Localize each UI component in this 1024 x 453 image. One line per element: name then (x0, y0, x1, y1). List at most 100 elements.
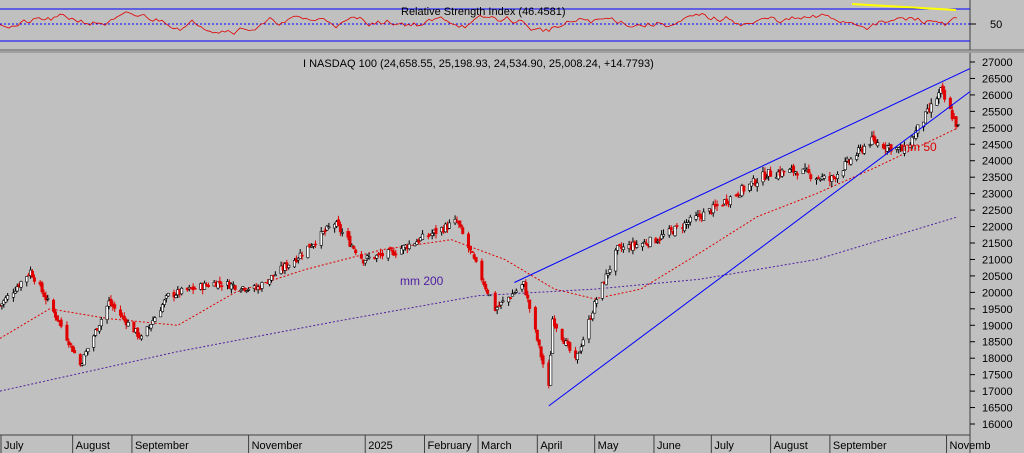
candle-body (484, 283, 488, 290)
candle-body (468, 245, 472, 251)
price-axis-label: 19500 (982, 304, 1013, 316)
candle-body (702, 211, 706, 221)
candle-body (497, 305, 501, 307)
date-axis-label: August (774, 440, 808, 452)
candle-body (501, 300, 505, 303)
candle-body (149, 324, 153, 329)
candle-body (310, 245, 314, 248)
candle-body (94, 329, 98, 336)
candle-body (6, 295, 10, 300)
candle-body (434, 227, 438, 234)
date-axis-label: September (833, 440, 887, 452)
candle-body (822, 175, 826, 179)
candle-body (55, 315, 59, 321)
candle-body (769, 170, 773, 177)
candle-body (216, 281, 220, 289)
candle-body (390, 249, 394, 252)
rsi-line (0, 11, 958, 35)
date-axis: July August September November 2025 February M… (0, 435, 991, 453)
candle-body (470, 251, 474, 253)
candle-body (876, 142, 880, 147)
candle-body (306, 245, 310, 259)
candle-body (400, 248, 404, 255)
candle-body (231, 284, 235, 286)
candle-body (245, 290, 249, 292)
candle-body (832, 175, 836, 178)
candle-body (874, 139, 878, 145)
candle-body (841, 170, 845, 177)
candle-body (669, 227, 673, 231)
candle-body (140, 335, 144, 340)
candle-body (897, 147, 901, 150)
candle-body (872, 135, 876, 141)
price-axis: 16000 16500 17000 17500 18000 18500 19000 19500… (970, 57, 1013, 431)
candle-body (31, 270, 35, 278)
candle-body (394, 253, 398, 256)
candle-body (243, 287, 247, 291)
candle-body (122, 315, 126, 320)
candle-body (954, 116, 958, 128)
candle-body (421, 233, 425, 240)
candle-body (795, 173, 799, 176)
candle-body (205, 284, 209, 286)
candle-body (512, 292, 516, 295)
candle-body (426, 235, 430, 238)
date-axis-label: April (540, 440, 562, 452)
price-axis-label: 16500 (982, 403, 1013, 415)
price-axis-label: 25500 (982, 106, 1013, 118)
price-axis-label: 26500 (982, 73, 1013, 85)
candle-body (870, 136, 874, 145)
candle-body (673, 225, 677, 237)
candle-body (153, 317, 157, 322)
price-axis-label: 23500 (982, 172, 1013, 184)
candle-body (520, 284, 524, 290)
date-axis-label: March (481, 440, 512, 452)
candle-body (132, 321, 136, 333)
candle-body (161, 304, 165, 312)
candle-body (229, 283, 233, 290)
chart-title: I NASDAQ 100 (24,658.55, 25,198.93, 24,5… (303, 58, 654, 70)
candle-body (631, 241, 635, 251)
candle-body (836, 174, 840, 179)
candle-body (780, 169, 784, 177)
trendline-1 (514, 68, 971, 283)
price-axis-label: 22500 (982, 205, 1013, 217)
candle-body (260, 282, 264, 289)
trendline-2 (548, 91, 971, 407)
candle-body (914, 130, 918, 139)
candle-body (359, 254, 363, 259)
candle-body (910, 136, 914, 147)
candle-body (533, 307, 537, 330)
price-panel (0, 53, 970, 435)
candle-body (654, 238, 658, 244)
candle-body (738, 195, 742, 198)
candle-body (577, 351, 581, 354)
candle-body (82, 354, 86, 366)
candle-body (539, 346, 543, 358)
candle-body (495, 307, 499, 311)
date-axis-label: Novemb (950, 440, 991, 452)
candle-body (346, 231, 350, 238)
candle-body (765, 177, 769, 180)
candle-body (728, 196, 732, 206)
candles (0, 82, 960, 389)
candle-body (99, 319, 103, 327)
candle-body (218, 280, 222, 284)
candle-body (67, 341, 71, 346)
candle-body (206, 285, 210, 287)
candle-body (667, 228, 671, 236)
candle-body (507, 296, 511, 303)
date-axis-label: July (714, 440, 734, 452)
candle-body (159, 310, 163, 318)
ma50-line (0, 127, 959, 339)
candle-body (145, 326, 149, 337)
candle-body (126, 322, 130, 327)
candle-body (292, 260, 296, 268)
candle-body (447, 222, 451, 229)
price-axis-label: 17000 (982, 386, 1013, 398)
candle-body (581, 339, 585, 346)
rsi-trendline (851, 3, 957, 11)
candle-body (753, 179, 757, 186)
candle-body (763, 171, 767, 180)
candle-body (711, 204, 715, 214)
